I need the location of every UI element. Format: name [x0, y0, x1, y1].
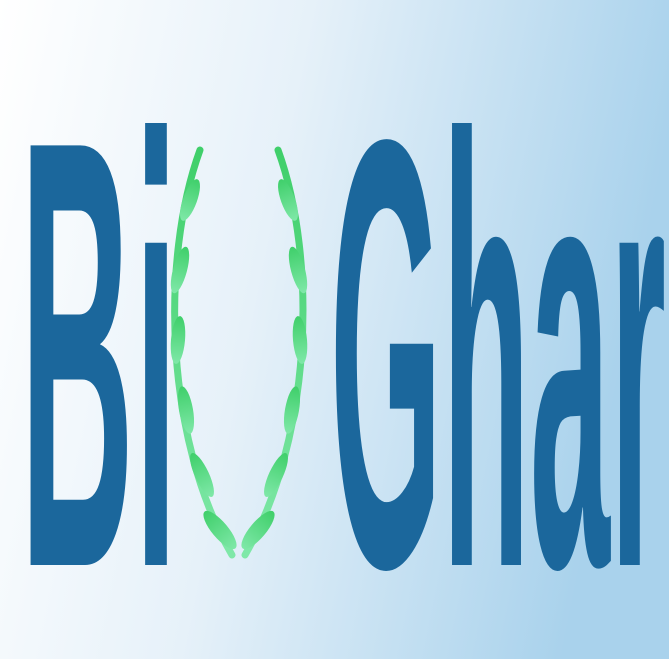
laurel-icon [170, 146, 308, 559]
logo-text-right: Ghar [330, 14, 666, 659]
logo-text-left: Bi [20, 14, 178, 659]
